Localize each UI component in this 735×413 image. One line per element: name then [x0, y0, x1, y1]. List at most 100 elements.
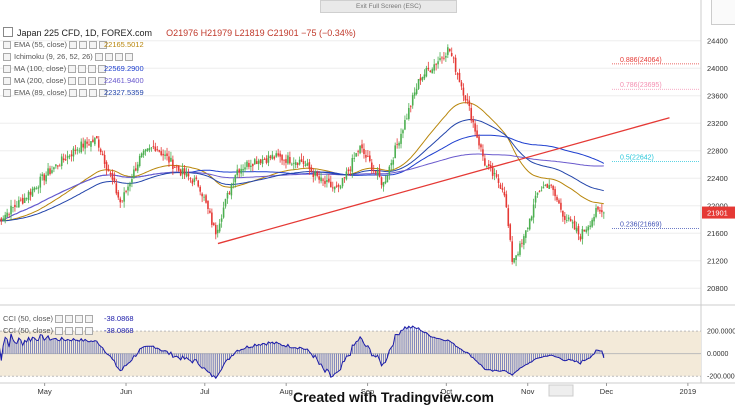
candle-23 [41, 172, 44, 181]
candle-body-244 [472, 119, 474, 123]
cci-control-icon[interactable] [65, 327, 74, 336]
indicator-control-icon[interactable] [68, 77, 77, 86]
candle-body-264 [511, 241, 513, 262]
candle-258 [499, 182, 502, 190]
indicator-row[interactable]: MA (100, close) 22569.2900 [3, 64, 144, 74]
candle-body-81 [154, 146, 157, 151]
indicator-control-icon[interactable] [98, 77, 107, 86]
candle-83 [158, 149, 161, 153]
candle-body-186 [359, 145, 361, 154]
candle-228 [441, 56, 443, 64]
candle-body-270 [523, 236, 525, 245]
collapse-icon[interactable] [3, 53, 11, 62]
indicator-control-icon[interactable] [104, 53, 113, 62]
x-tick-2: Jul [200, 387, 210, 396]
candle-body-48 [90, 141, 92, 147]
candle-40 [74, 144, 77, 155]
candle-254 [491, 162, 494, 180]
candle-277 [536, 192, 539, 198]
candle-143 [275, 150, 278, 158]
indicator-control-icon[interactable] [78, 65, 87, 74]
indicator-row[interactable]: EMA (89, close) 22327.5359 [3, 88, 144, 98]
candle-body-104 [199, 186, 201, 192]
candle-body-278 [538, 191, 541, 193]
candle-170 [328, 173, 330, 184]
symbol-name: Japan 225 CFD, 1D, FOREX.com [17, 28, 153, 38]
indicator-control-icon[interactable] [68, 89, 77, 98]
cci-line [0, 325, 605, 380]
cci-control-icon[interactable] [55, 315, 64, 324]
candle-278 [538, 190, 541, 193]
candle-body-36 [66, 155, 69, 159]
collapse-icon[interactable] [3, 41, 11, 50]
collapse-icon[interactable] [3, 77, 11, 86]
candle-93 [177, 165, 180, 173]
candle-body-120 [230, 184, 233, 196]
candle-body-34 [62, 158, 65, 160]
cci-legend-row[interactable]: CCI (50, close) -38.0868 [3, 326, 134, 336]
candle-219 [423, 69, 426, 81]
indicator-control-icon[interactable] [68, 65, 77, 74]
indicator-control-icon[interactable] [88, 89, 97, 98]
collapse-icon[interactable] [3, 27, 13, 37]
indicator-control-icon[interactable] [68, 41, 77, 50]
candle-31 [57, 165, 59, 170]
candle-body-283 [548, 185, 551, 189]
candle-19 [33, 186, 36, 193]
candle-37 [68, 154, 71, 160]
candle-body-55 [103, 154, 106, 164]
cci-control-icon[interactable] [85, 327, 94, 336]
indicator-row[interactable]: Ichimoku (9, 26, 52, 26) [3, 52, 133, 62]
indicator-control-icon[interactable] [98, 65, 107, 74]
indicator-row[interactable]: EMA (55, close) 22165.5012 [3, 40, 144, 50]
candle-8 [12, 206, 14, 213]
cci-legend-row[interactable]: CCI (50, close) -38.0868 [3, 314, 134, 324]
candle-24 [43, 172, 45, 186]
candle-303 [587, 224, 590, 237]
candle-body-189 [365, 155, 367, 158]
candle-body-234 [452, 57, 455, 59]
candle-body-285 [552, 186, 554, 190]
candle-275 [532, 198, 535, 224]
indicator-control-icon[interactable] [78, 89, 87, 98]
collapse-icon[interactable] [3, 89, 11, 98]
last-price-label: 21901 [707, 209, 728, 218]
exit-fullscreen-button[interactable]: Exit Full Screen (ESC) [320, 0, 457, 13]
indicator-control-icon[interactable] [88, 41, 97, 50]
candle-149 [287, 152, 289, 165]
cci-control-icon[interactable] [85, 315, 94, 324]
cci-control-icon[interactable] [65, 315, 74, 324]
candle-body-119 [228, 192, 231, 194]
indicator-control-icon[interactable] [114, 53, 123, 62]
candle-51 [96, 135, 98, 139]
candle-305 [591, 217, 593, 228]
indicator-control-icon[interactable] [98, 41, 107, 50]
candle-body-6 [8, 214, 10, 216]
candle-body-28 [51, 170, 53, 173]
candle-124 [238, 168, 240, 178]
candle-body-182 [351, 158, 354, 172]
cci-control-icon[interactable] [75, 327, 84, 336]
collapse-icon[interactable] [3, 65, 11, 74]
cci-control-icon[interactable] [55, 327, 64, 336]
candle-body-50 [94, 138, 96, 145]
candle-body-62 [117, 192, 120, 198]
candle-106 [203, 194, 205, 201]
price-tick-7: 21600 [707, 229, 728, 238]
indicator-row[interactable]: MA (200, close) 22461.9400 [3, 76, 144, 86]
candle-270 [523, 233, 525, 250]
candle-309 [599, 207, 601, 214]
indicator-control-icon[interactable] [78, 77, 87, 86]
candle-310 [601, 204, 603, 218]
cci-control-icon[interactable] [75, 315, 84, 324]
indicator-control-icon[interactable] [88, 65, 97, 74]
indicator-control-icon[interactable] [98, 89, 107, 98]
indicator-control-icon[interactable] [78, 41, 87, 50]
indicator-control-icon[interactable] [88, 77, 97, 86]
indicator-control-icon[interactable] [94, 53, 103, 62]
candle-18 [31, 186, 34, 197]
indicator-control-icon[interactable] [124, 53, 133, 62]
time-axis-marker [548, 384, 574, 397]
candle-125 [240, 164, 242, 177]
